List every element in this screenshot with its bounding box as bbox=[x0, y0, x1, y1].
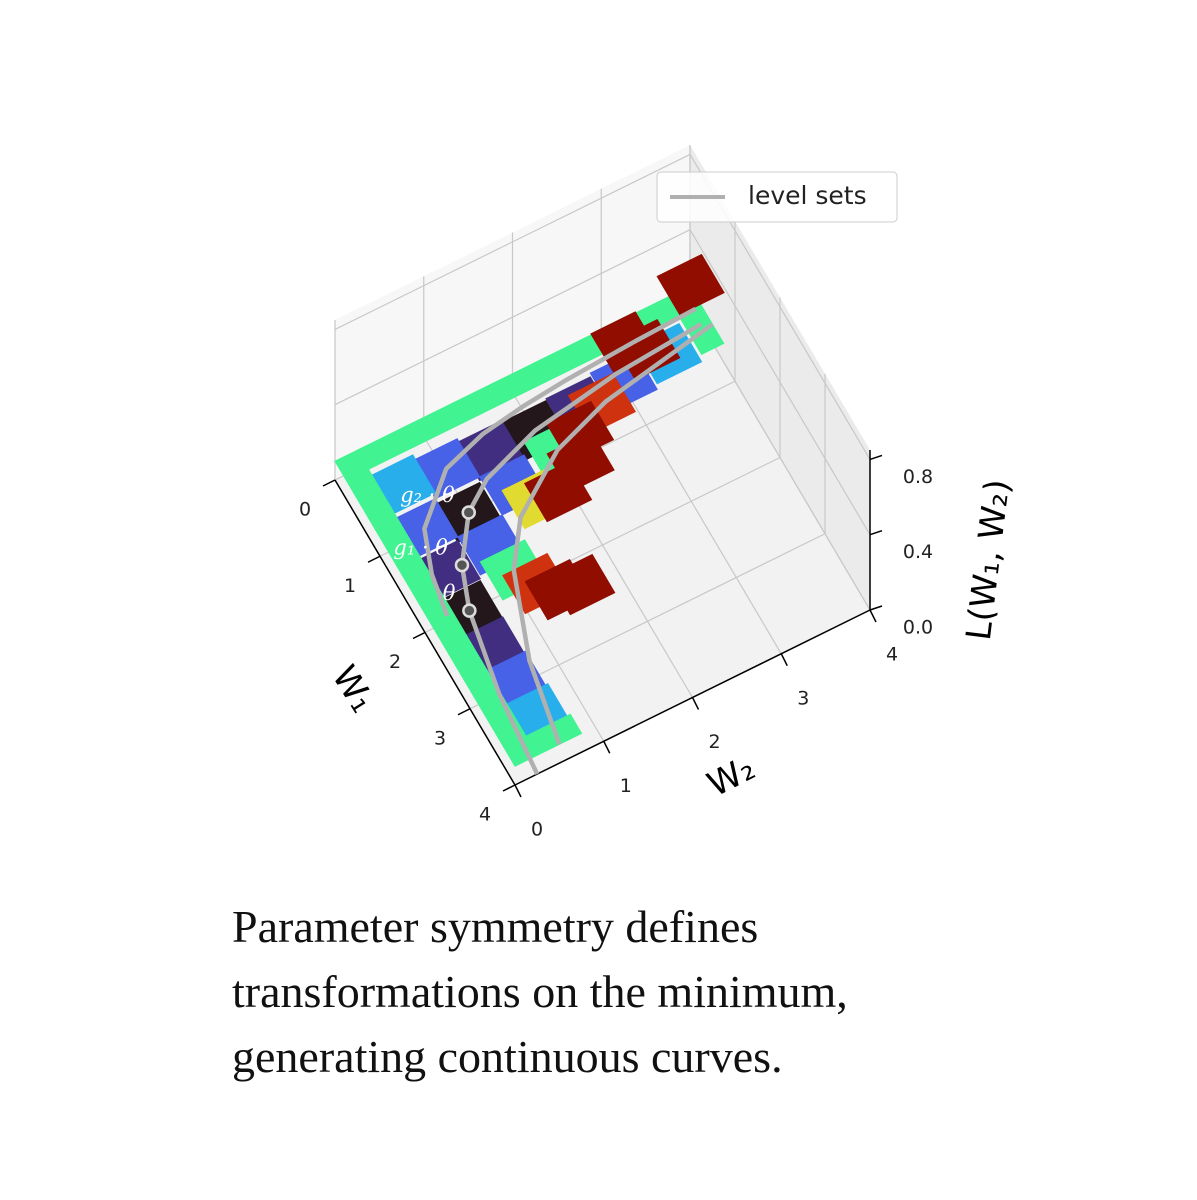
x-tick-label: 0 bbox=[531, 819, 543, 841]
y-tick-label: 2 bbox=[389, 651, 401, 673]
tick-mark bbox=[869, 454, 883, 461]
y-tick-label: 0 bbox=[299, 499, 311, 521]
grid-line bbox=[689, 304, 871, 611]
caption-line: transformations on the minimum, bbox=[232, 966, 848, 1017]
z-tick-label: 0.4 bbox=[903, 541, 933, 563]
tick-mark bbox=[502, 784, 516, 792]
point-marker bbox=[454, 557, 470, 573]
z-tick-label: 0.0 bbox=[903, 617, 933, 639]
tick-mark bbox=[869, 605, 883, 611]
y-tick-label: 3 bbox=[434, 727, 446, 749]
legend-label: level sets bbox=[748, 181, 867, 210]
legend-box bbox=[656, 171, 898, 223]
tick-mark bbox=[869, 609, 877, 623]
x-tick-label: 2 bbox=[708, 731, 720, 753]
level-set-curve bbox=[422, 306, 697, 617]
x-tick-label: 3 bbox=[797, 687, 809, 709]
tick-mark bbox=[367, 555, 381, 563]
y-axis-label: W₁ bbox=[324, 659, 383, 720]
grid-line bbox=[334, 229, 691, 406]
x-tick-label: 1 bbox=[620, 775, 632, 797]
x-axis-label: W₂ bbox=[701, 748, 761, 805]
caption-line: generating continuous curves. bbox=[232, 1031, 783, 1082]
z-tick-label: 0.8 bbox=[903, 466, 933, 488]
point-marker bbox=[461, 505, 476, 520]
y-tick-label: 4 bbox=[479, 804, 491, 826]
x-tick-label: 4 bbox=[886, 644, 898, 666]
tick-mark bbox=[780, 653, 788, 667]
y-tick-label: 1 bbox=[344, 575, 356, 597]
tick-mark bbox=[412, 631, 426, 640]
grid-line bbox=[334, 153, 691, 330]
tick-mark bbox=[322, 479, 336, 487]
tick-mark bbox=[691, 697, 700, 710]
tick-mark bbox=[457, 708, 471, 716]
z-axis-label: L(W₁, W₂) bbox=[959, 477, 1018, 642]
surface-patch bbox=[546, 431, 615, 493]
point-label: θ bbox=[443, 581, 456, 605]
point-label: g₂ · θ bbox=[400, 483, 455, 507]
grid-line bbox=[689, 229, 871, 536]
point-marker bbox=[462, 603, 477, 618]
surface-patch bbox=[547, 553, 616, 616]
point-label: g₁ · θ bbox=[393, 536, 448, 560]
tick-mark bbox=[514, 784, 522, 798]
tick-mark bbox=[869, 529, 883, 536]
surface-patch bbox=[656, 253, 725, 316]
caption-line: Parameter symmetry defines bbox=[232, 901, 758, 952]
tick-mark bbox=[603, 740, 611, 754]
level-set-curve bbox=[511, 322, 714, 746]
